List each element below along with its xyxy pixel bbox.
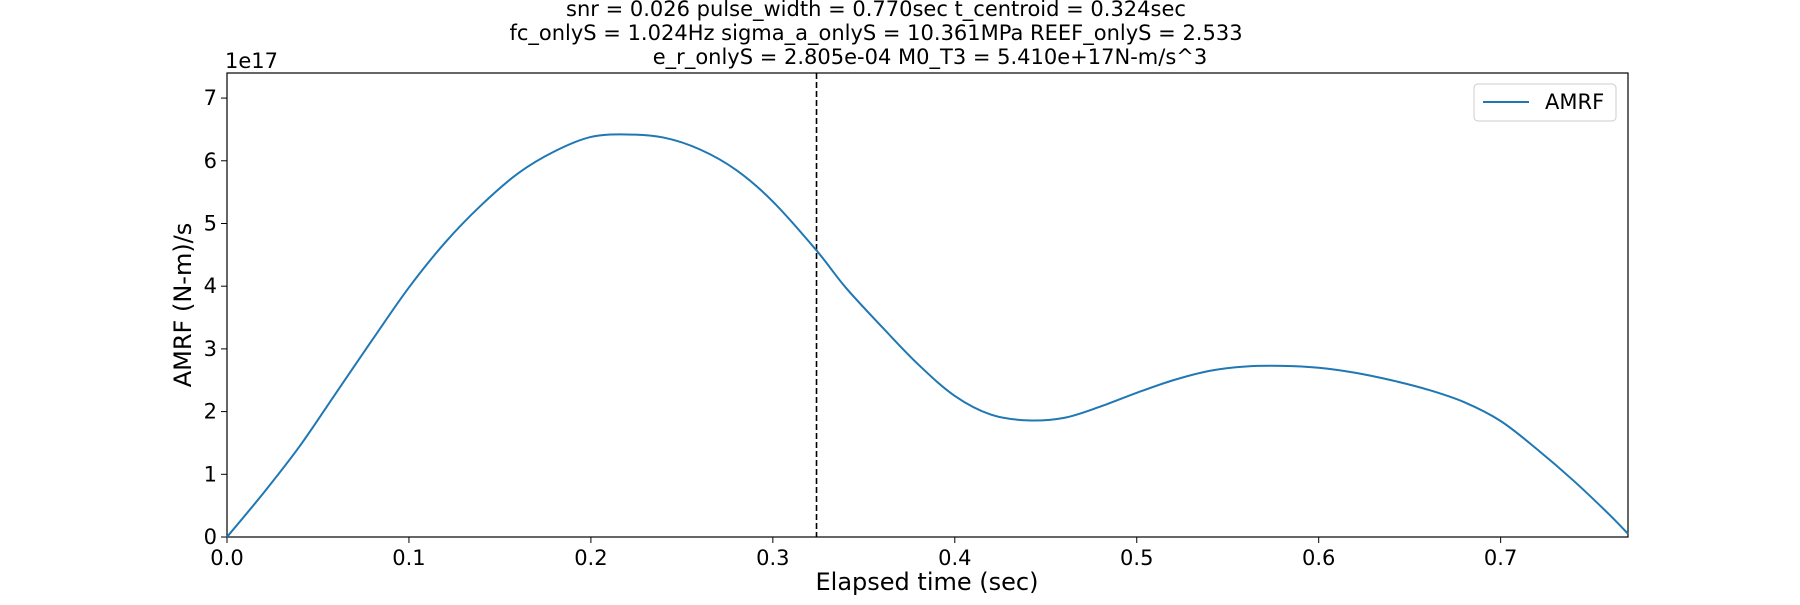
y-tick-label: 0 xyxy=(204,525,217,549)
y-axis-offset-label: 1e17 xyxy=(225,49,278,73)
chart-title-line-3: e_r_onlyS = 2.805e-04 M0_T3 = 5.410e+17N… xyxy=(653,45,1207,70)
plot-frame xyxy=(226,72,1629,538)
x-axis-label: Elapsed time (sec) xyxy=(816,568,1039,596)
y-axis-ticks: 0 1 2 3 4 5 6 7 xyxy=(204,86,227,549)
x-tick-label: 0.2 xyxy=(574,546,607,570)
x-tick-label: 0.1 xyxy=(392,546,425,570)
y-tick-label: 5 xyxy=(204,211,217,235)
x-tick-label: 0.4 xyxy=(938,546,971,570)
x-tick-label: 0.7 xyxy=(1484,546,1517,570)
y-tick-label: 1 xyxy=(204,462,217,486)
y-tick-label: 6 xyxy=(204,149,217,173)
x-tick-label: 0.0 xyxy=(210,546,243,570)
plot-area: 0.0 0.1 0.2 0.3 0.4 0.5 0.6 0.7 0 1 2 3 4 5 6 7 xyxy=(204,72,1629,570)
y-tick-label: 4 xyxy=(204,274,217,298)
x-axis-ticks: 0.0 0.1 0.2 0.3 0.4 0.5 0.6 0.7 xyxy=(210,537,1517,570)
chart-title: snr = 0.026 pulse_width = 0.770sec t_cen… xyxy=(509,0,1242,70)
y-tick-label: 7 xyxy=(204,86,217,110)
y-tick-label: 3 xyxy=(204,337,217,361)
x-tick-label: 0.6 xyxy=(1302,546,1335,570)
chart-title-line-2: fc_onlyS = 1.024Hz sigma_a_onlyS = 10.36… xyxy=(509,21,1242,46)
chart-title-line-1: snr = 0.026 pulse_width = 0.770sec t_cen… xyxy=(566,0,1186,22)
legend-box xyxy=(1473,83,1617,122)
y-tick-label: 2 xyxy=(204,400,217,424)
series-line-amrf xyxy=(226,133,1629,538)
x-tick-label: 0.5 xyxy=(1120,546,1153,570)
y-axis-label: AMRF (N-m)/s xyxy=(169,223,197,388)
legend: AMRF xyxy=(1473,83,1617,122)
x-tick-label: 0.3 xyxy=(756,546,789,570)
legend-label-amrf: AMRF xyxy=(1545,90,1604,114)
